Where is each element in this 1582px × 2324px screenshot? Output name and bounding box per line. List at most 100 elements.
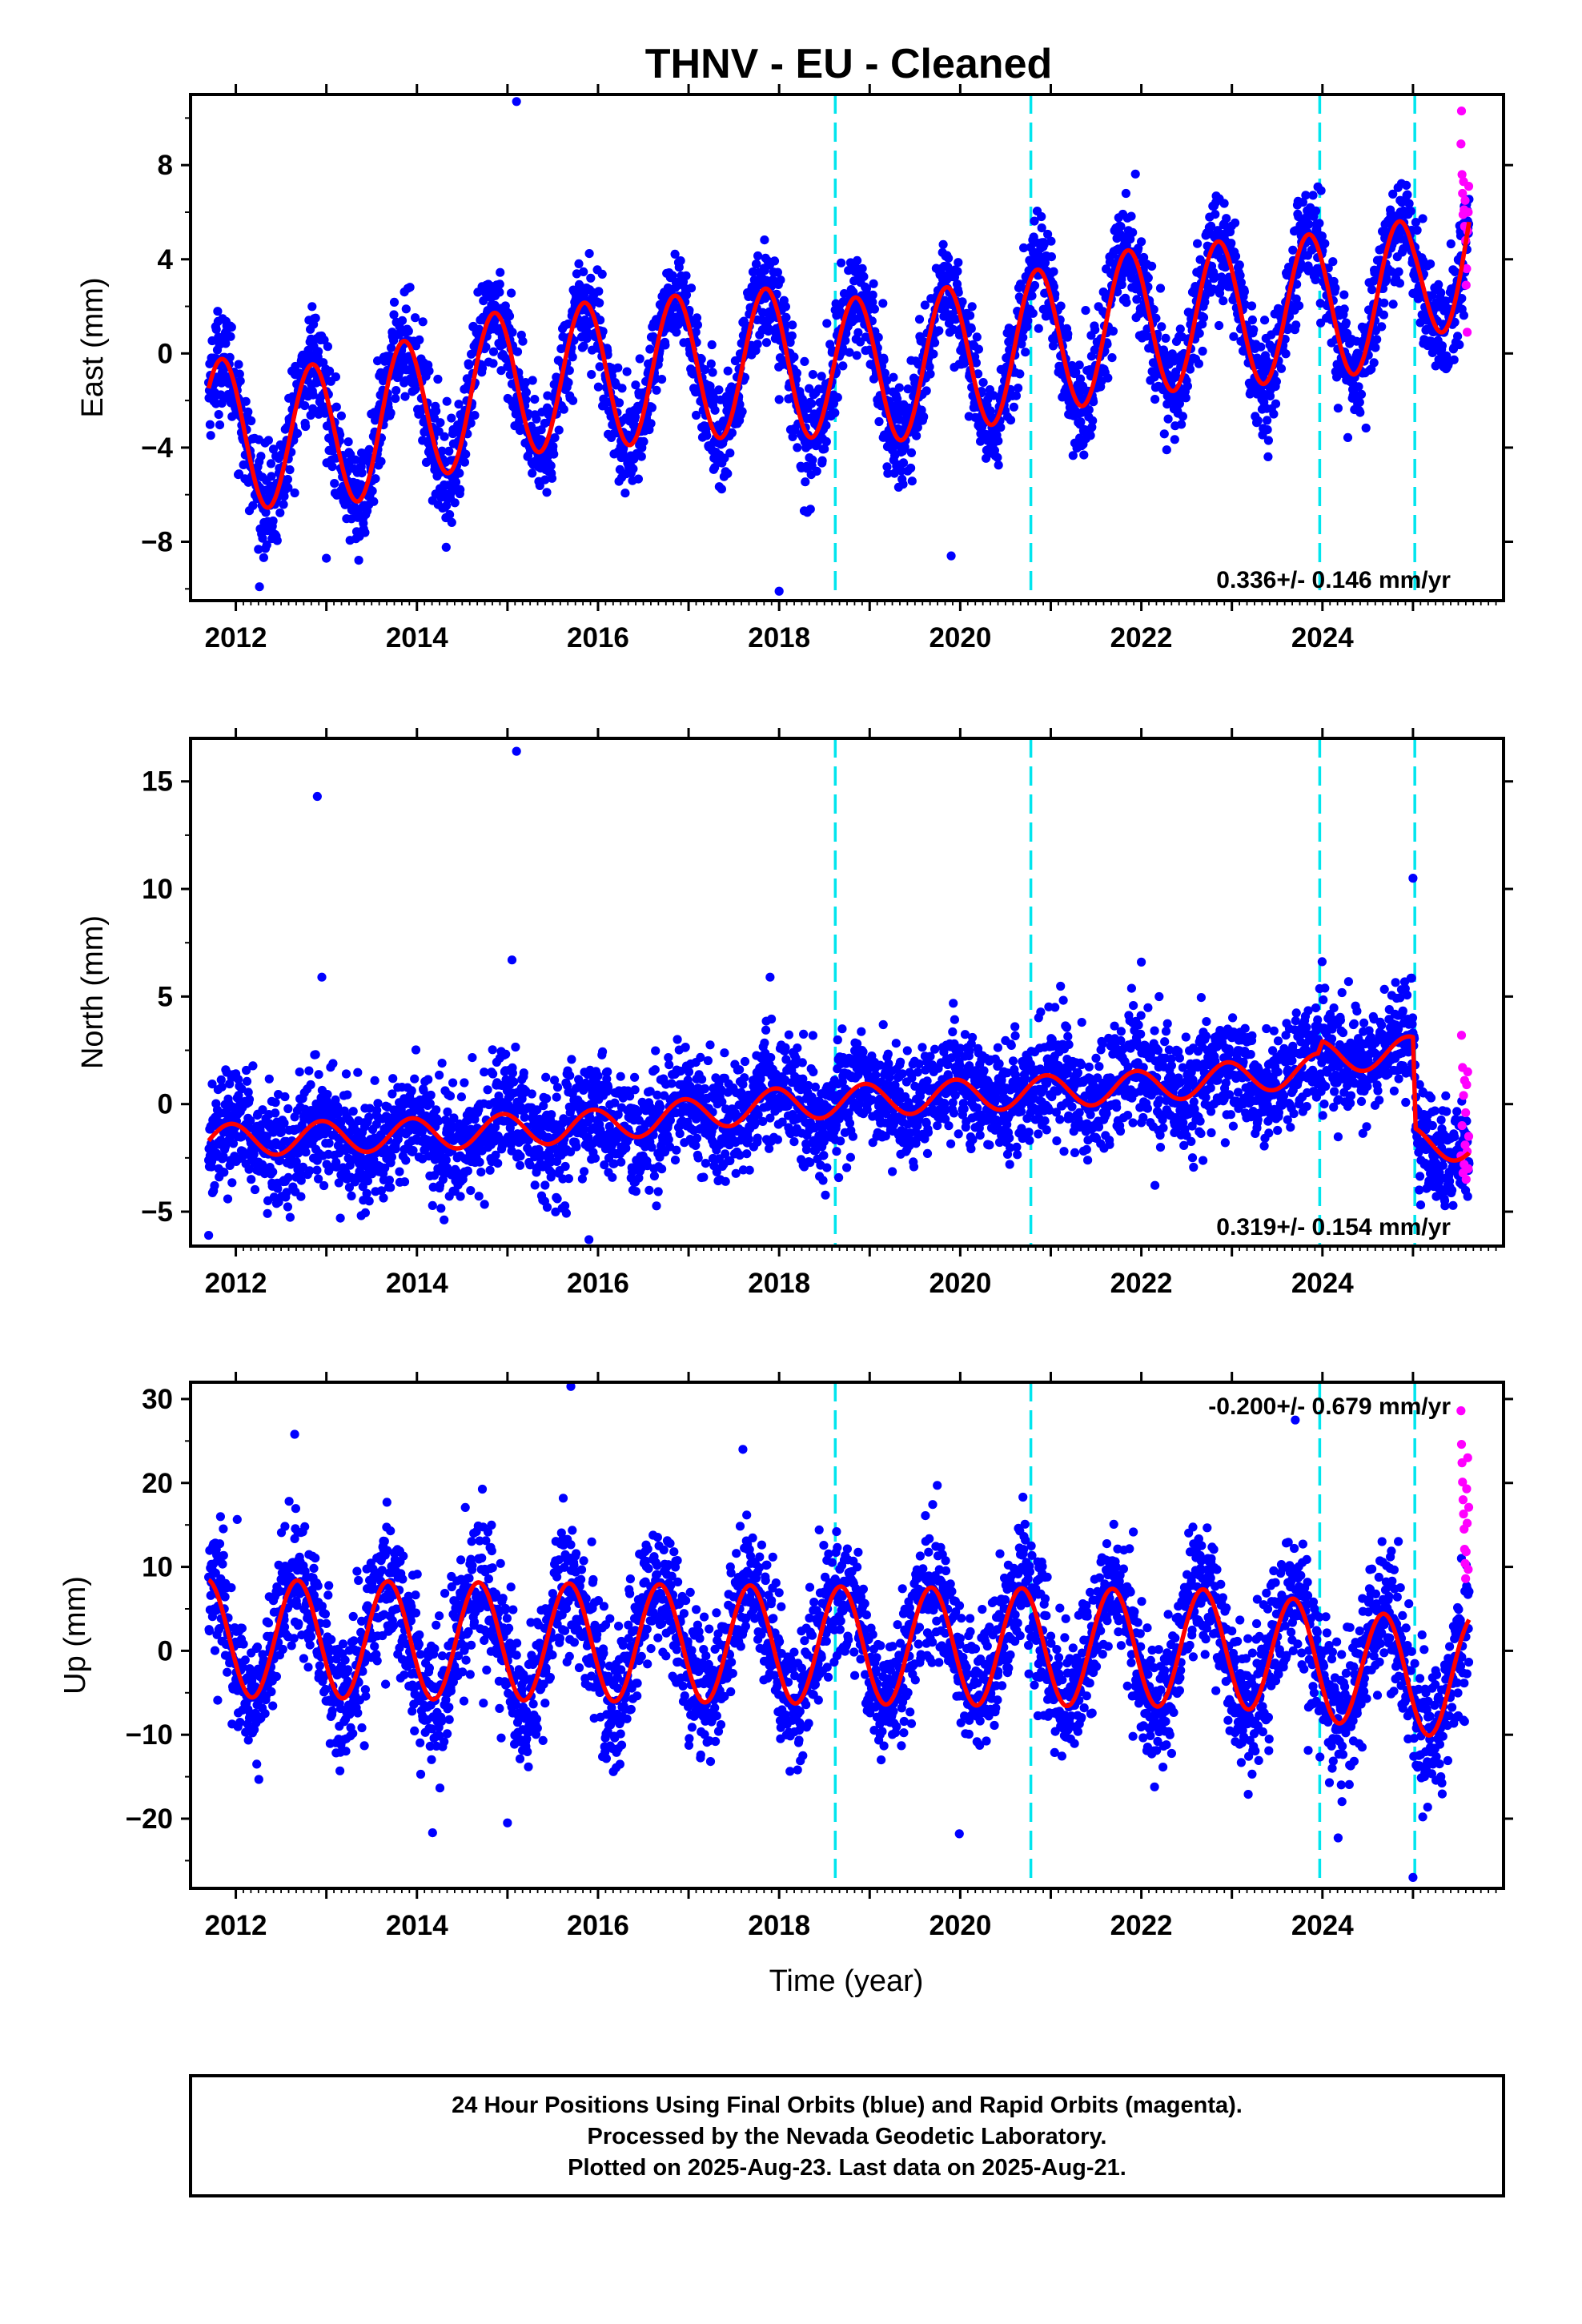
east-data-point <box>838 361 848 371</box>
east-data-point <box>415 335 424 344</box>
north-data-point <box>319 1180 329 1191</box>
north-data-point <box>295 1068 304 1077</box>
east-data-point <box>817 456 827 465</box>
east-data-point <box>1403 190 1412 199</box>
east-data-point <box>1121 188 1130 199</box>
east-data-point <box>1331 283 1340 293</box>
east-data-point <box>364 444 374 455</box>
east-data-point <box>1436 288 1446 298</box>
east-data-point <box>1453 332 1463 341</box>
east-data-point <box>504 312 515 321</box>
east-data-point <box>256 452 266 461</box>
east-data-point <box>672 328 681 337</box>
north-data-point <box>460 1078 469 1088</box>
east-data-point <box>1137 237 1146 247</box>
north-data-point <box>567 1055 576 1064</box>
north-data-point <box>400 1177 410 1187</box>
north-data-point <box>474 1192 484 1201</box>
east-data-point <box>774 395 784 404</box>
north-data-point <box>436 1204 446 1213</box>
east-data-point <box>1046 236 1056 246</box>
east-data-point <box>564 366 574 376</box>
east-data-point <box>708 368 717 377</box>
east-data-point <box>1377 322 1387 332</box>
north-data-point <box>401 1156 411 1165</box>
east-data-point <box>300 400 310 411</box>
east-data-point <box>268 444 279 454</box>
east-data-point <box>357 468 367 478</box>
north-data-point <box>347 1191 356 1200</box>
north-data-point <box>565 1071 575 1080</box>
east-data-point <box>993 452 1002 462</box>
east-data-point <box>479 296 488 306</box>
north-data-point <box>411 1045 421 1055</box>
east-data-point <box>568 352 577 362</box>
east-data-point <box>442 396 452 406</box>
north-data-point <box>271 1098 280 1108</box>
east-data-point <box>1249 325 1259 335</box>
east-data-point <box>1194 359 1203 368</box>
north-data-point <box>483 1085 492 1095</box>
north-data-point <box>440 1215 449 1224</box>
east-data-point <box>1276 364 1287 373</box>
east-data-point <box>645 344 655 354</box>
east-data-point <box>205 420 215 429</box>
east-data-point <box>542 488 552 497</box>
east-data-point <box>1235 260 1244 270</box>
east-data-point <box>461 449 471 459</box>
east-data-point <box>919 412 929 421</box>
east-data-point <box>1339 290 1349 300</box>
east-data-point <box>225 352 235 362</box>
east-data-point <box>1269 409 1279 419</box>
north-data-point <box>341 1069 351 1079</box>
east-data-point <box>707 340 717 350</box>
east-data-point <box>227 323 236 332</box>
east-data-point <box>325 366 335 376</box>
east-data-point <box>878 299 888 308</box>
east-data-point <box>693 320 703 330</box>
east-data-point <box>873 332 883 342</box>
east-data-point <box>341 500 351 509</box>
east-data-point <box>869 279 878 288</box>
east-data-point <box>788 320 797 330</box>
east-data-point <box>614 398 624 408</box>
north-data-point <box>527 1089 536 1099</box>
east-data-point <box>234 469 244 479</box>
east-data-point <box>657 375 667 384</box>
east-data-point <box>978 378 988 388</box>
east-data-point <box>586 273 596 283</box>
east-data-point <box>258 533 267 543</box>
north-data-point <box>580 1167 589 1176</box>
east-data-point <box>1084 405 1094 415</box>
east-data-point <box>926 369 935 379</box>
east-data-point <box>633 474 644 484</box>
east-data-point <box>1231 218 1240 227</box>
east-data-point <box>1304 219 1314 229</box>
east-data-point <box>837 258 846 267</box>
east-data-point <box>1379 310 1388 320</box>
east-data-point <box>1021 348 1030 357</box>
north-data-point <box>456 1092 467 1102</box>
east-data-point <box>530 395 540 404</box>
east-data-point <box>1404 199 1414 208</box>
east-data-point <box>1369 358 1379 368</box>
east-data-point <box>702 431 712 440</box>
east-data-point <box>1263 452 1273 462</box>
east-data-point <box>706 359 716 368</box>
east-data-point <box>1316 186 1326 195</box>
east-data-point <box>898 458 909 468</box>
east-data-point <box>938 239 948 249</box>
north-data-point <box>511 1042 520 1052</box>
east-data-point <box>1009 402 1018 412</box>
east-data-point <box>528 376 537 385</box>
east-data-point <box>1076 417 1086 427</box>
east-data-point <box>1199 312 1209 322</box>
east-data-point <box>1271 399 1281 408</box>
east-data-point <box>929 349 938 359</box>
east-data-point <box>1107 353 1117 363</box>
east-data-point <box>239 460 248 470</box>
east-data-point <box>822 319 832 328</box>
north-data-point <box>283 1104 293 1114</box>
east-data-point <box>830 408 840 418</box>
